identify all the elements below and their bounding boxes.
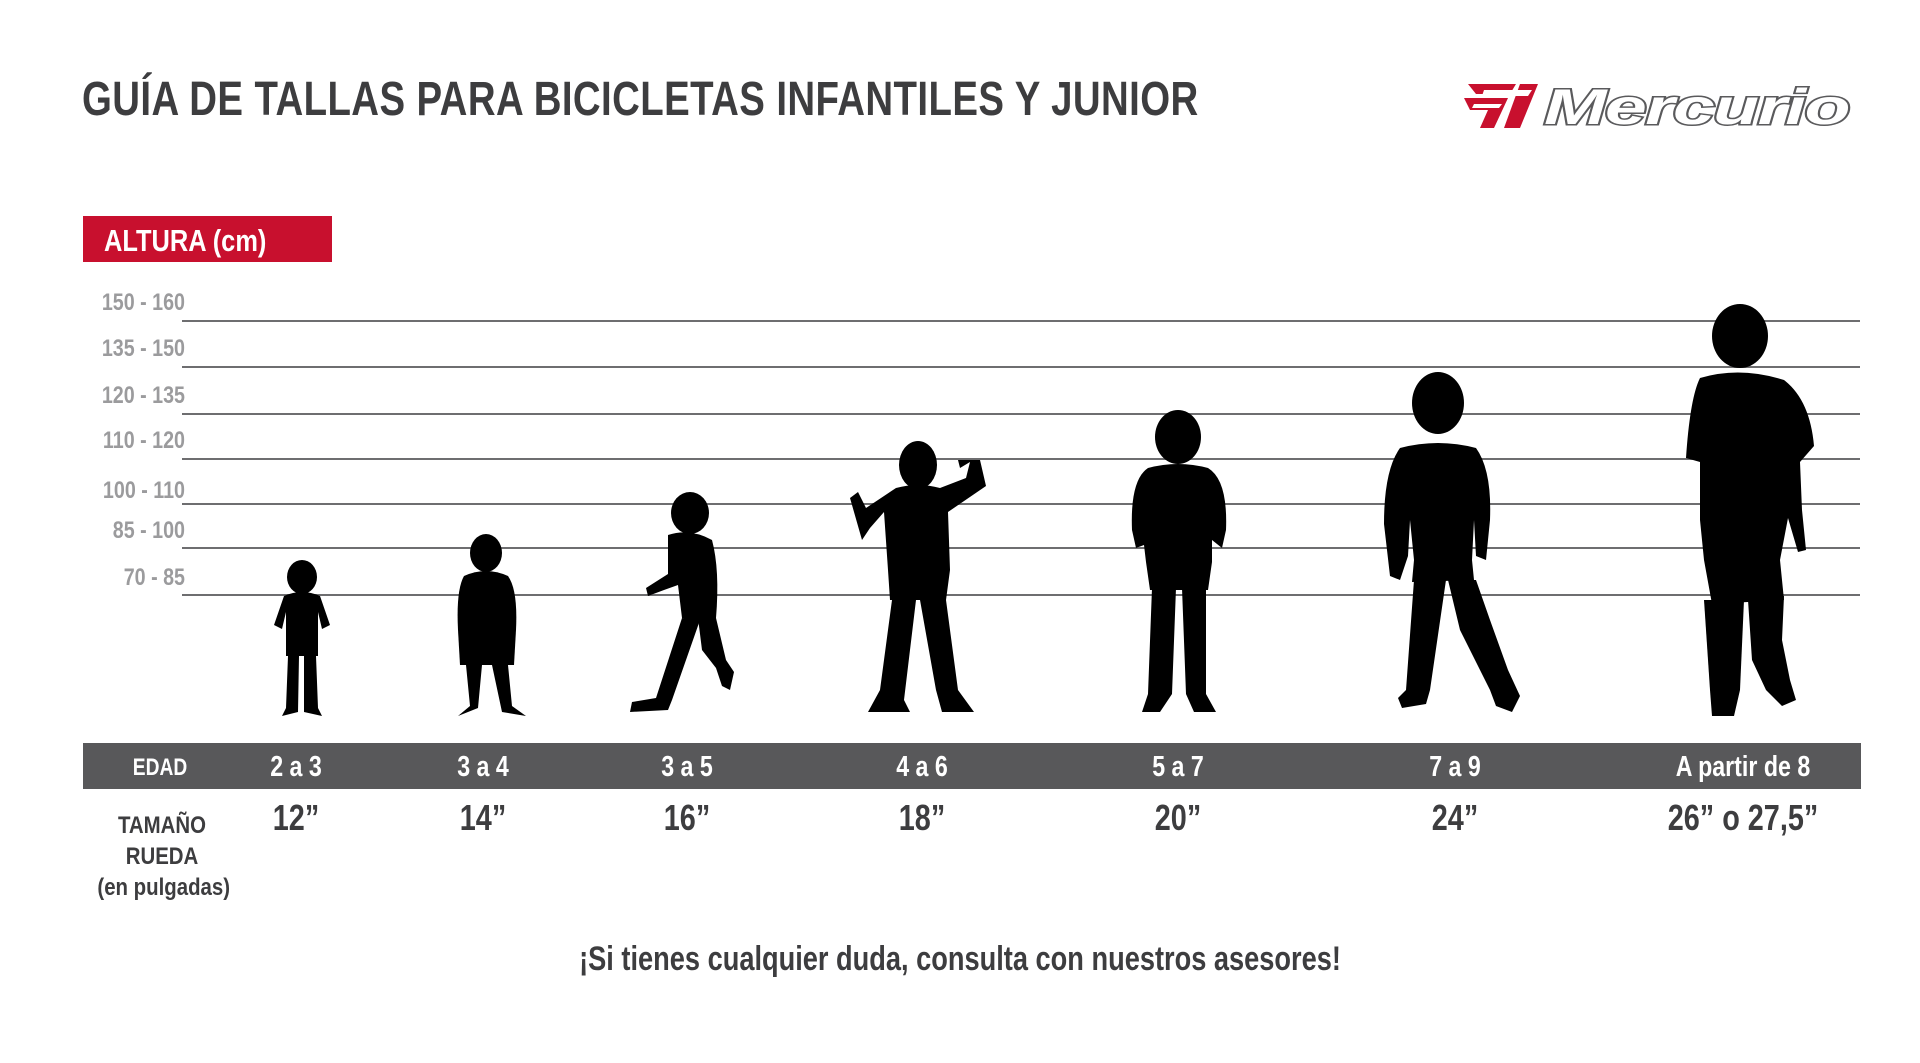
grid-line-110 [182, 458, 1860, 460]
wheel-size-value: 16” [663, 797, 711, 838]
mercurio-logo-icon: Mercurio [1464, 78, 1852, 137]
wheel-size-label-line: TAMAÑO [117, 812, 207, 839]
height-range-label: 150 - 160 [101, 289, 185, 316]
child-silhouette-icon [630, 492, 734, 712]
wheel-size-value: 24” [1431, 797, 1479, 838]
height-range-label: 110 - 120 [102, 427, 185, 454]
grid-line-135 [182, 366, 1860, 368]
child-silhouette-icon [457, 534, 526, 716]
footer-note: ¡Si tienes cualquier duda, consulta con … [579, 940, 1341, 978]
height-range-label: 85 - 100 [112, 517, 185, 544]
child-silhouette-icon [1686, 304, 1814, 716]
age-value: A partir de 8 [1675, 751, 1811, 783]
page-title: GUÍA DE TALLAS PARA BICICLETAS INFANTILE… [82, 73, 1199, 126]
wheel-size-value: 20” [1154, 797, 1202, 838]
child-silhouette-icon [1384, 372, 1520, 712]
height-axis-label: ALTURA (cm) [83, 216, 332, 262]
brand-logo: Mercurio [1462, 76, 1862, 141]
age-value: 2 a 3 [270, 751, 322, 783]
child-silhouette-icon [274, 560, 330, 716]
child-silhouette-icon [1131, 410, 1227, 712]
wheel-size-label-line: (en pulgadas) [97, 874, 231, 901]
age-value: 3 a 4 [457, 751, 509, 783]
height-range-label: 100 - 110 [102, 477, 185, 504]
height-range-label: 120 - 135 [101, 382, 185, 409]
child-silhouette-icon [850, 441, 986, 712]
silhouettes-layer [274, 304, 1814, 716]
wheel-size-value: 14” [459, 797, 507, 838]
age-value: 4 a 6 [896, 751, 948, 783]
age-row-label: EDAD [132, 754, 188, 781]
height-axis-label-text: ALTURA (cm) [104, 223, 267, 258]
age-row: EDAD 2 a 3 3 a 4 3 a 5 4 a 6 5 a 7 7 a 9… [83, 743, 1861, 789]
age-value: 5 a 7 [1152, 751, 1204, 783]
grid-line-100 [182, 503, 1860, 505]
wheel-size-value: 26” o 27,5” [1667, 797, 1819, 838]
age-value: 7 a 9 [1429, 751, 1481, 783]
brand-name: Mercurio [1544, 79, 1849, 135]
wheel-size-label-line: RUEDA [125, 843, 199, 870]
height-range-label: 70 - 85 [123, 564, 185, 591]
grid-line-85 [182, 547, 1860, 549]
wheel-size-value: 18” [898, 797, 946, 838]
grid-line-120 [182, 413, 1860, 415]
wheel-size-value: 12” [272, 797, 320, 838]
height-range-label: 135 - 150 [101, 335, 185, 362]
wheel-size-label: TAMAÑO RUEDA (en pulgadas) [97, 810, 231, 903]
grid-line-70 [182, 594, 1860, 596]
grid-line-150 [182, 320, 1860, 322]
age-value: 3 a 5 [661, 751, 713, 783]
